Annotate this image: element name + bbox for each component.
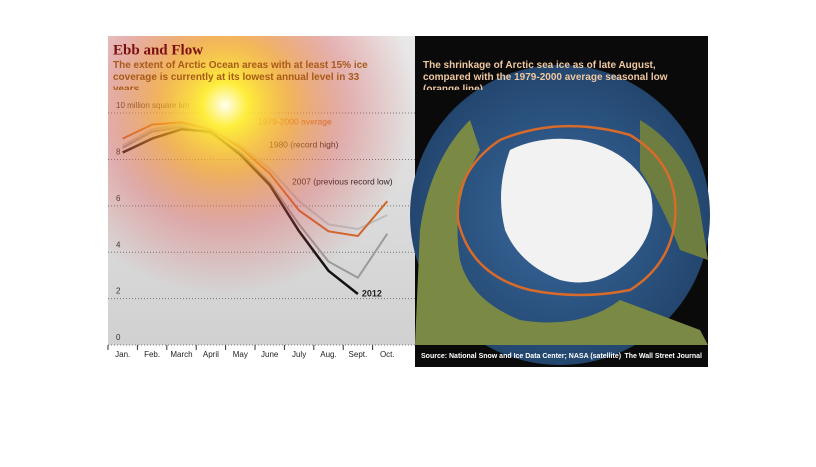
map-caption: The shrinkage of Arctic sea ice as of la…: [423, 60, 668, 90]
subtitle-box: The extent of Arctic Ocean areas with at…: [113, 60, 368, 90]
y-tick-label: 0: [116, 333, 121, 342]
x-tick-label: Oct.: [380, 350, 395, 359]
series-label: 1980 (record high): [269, 139, 339, 149]
land: [415, 120, 708, 345]
x-tick-label: Aug.: [320, 350, 336, 359]
chart-title: Ebb and Flow: [113, 42, 203, 58]
y-tick-label: 8: [116, 148, 121, 157]
sea-ice: [501, 138, 653, 283]
x-tick-label: Jan.: [115, 350, 130, 359]
y-tick-label: 6: [116, 194, 121, 203]
x-tick-label: July: [292, 350, 306, 359]
x-tick-label: April: [203, 350, 219, 359]
credit: The Wall Street Journal: [624, 353, 702, 360]
series-label: 2007 (previous record low): [292, 176, 393, 186]
average-outline: [456, 124, 677, 297]
chart-subtitle: The extent of Arctic Ocean areas with at…: [113, 60, 368, 90]
series-label: 2012: [362, 288, 382, 298]
x-tick-label: May: [233, 350, 248, 359]
y-tick-label: 2: [116, 287, 121, 296]
x-tick-label: March: [170, 350, 192, 359]
x-tick-label: Feb.: [144, 350, 160, 359]
y-tick-label: 4: [116, 240, 121, 249]
y-tick-label: 10 million square km: [116, 101, 190, 110]
x-tick-label: June: [261, 350, 279, 359]
caption-box: The shrinkage of Arctic sea ice as of la…: [423, 60, 668, 90]
source: Source: National Snow and Ice Data Cente…: [421, 353, 621, 360]
series-label: 1979-2000 average: [258, 116, 332, 126]
x-tick-label: Sept.: [349, 350, 368, 359]
